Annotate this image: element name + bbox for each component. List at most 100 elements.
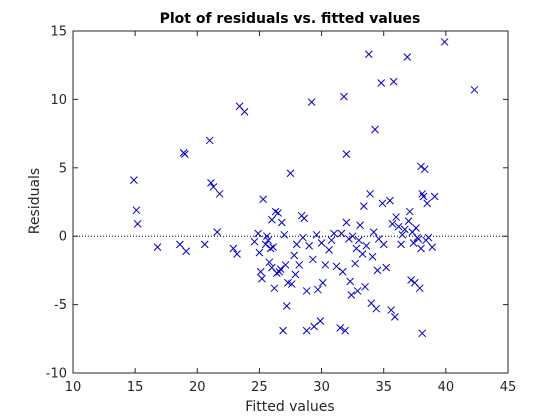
data-point bbox=[181, 150, 189, 158]
y-tick-label: 0 bbox=[59, 230, 67, 245]
data-point bbox=[340, 92, 348, 101]
data-point bbox=[407, 276, 415, 284]
data-point bbox=[419, 192, 428, 201]
data-point bbox=[372, 304, 381, 313]
data-point bbox=[321, 261, 330, 269]
data-point bbox=[277, 218, 286, 227]
data-point bbox=[279, 326, 287, 335]
data-point bbox=[405, 207, 414, 216]
data-point bbox=[209, 183, 218, 191]
data-point bbox=[258, 274, 266, 283]
data-point bbox=[423, 199, 432, 208]
data-point bbox=[361, 282, 369, 291]
x-tick-label: 40 bbox=[438, 380, 455, 395]
data-point bbox=[229, 244, 238, 253]
data-point bbox=[295, 261, 304, 269]
data-point bbox=[291, 270, 300, 279]
data-point bbox=[309, 255, 317, 264]
data-point bbox=[369, 228, 378, 236]
data-point bbox=[347, 291, 356, 299]
data-point bbox=[394, 222, 403, 231]
data-point bbox=[351, 259, 359, 268]
data-point bbox=[371, 125, 379, 134]
data-point bbox=[378, 199, 387, 208]
data-point bbox=[391, 313, 399, 321]
data-point bbox=[418, 329, 427, 338]
data-point bbox=[346, 277, 355, 286]
data-point bbox=[412, 224, 420, 232]
chart-title: Plot of residuals vs. fitted values bbox=[160, 11, 421, 27]
data-point bbox=[430, 192, 439, 201]
data-point bbox=[153, 243, 162, 251]
data-point bbox=[269, 243, 277, 251]
data-point bbox=[265, 258, 274, 267]
axes: 10 15 20 25 30 35 40 45 -10 -5 0 5 10 15 bbox=[46, 25, 517, 396]
y-axis-label: Residuals bbox=[27, 168, 43, 234]
data-point bbox=[327, 236, 336, 245]
data-point bbox=[302, 326, 311, 335]
data-point bbox=[353, 287, 362, 295]
data-point bbox=[368, 252, 377, 261]
y-tick-label: -5 bbox=[54, 298, 67, 313]
data-point bbox=[403, 53, 412, 61]
data-point bbox=[132, 206, 141, 215]
data-point bbox=[336, 324, 345, 332]
data-point bbox=[280, 230, 289, 239]
data-point bbox=[338, 267, 347, 276]
data-point bbox=[373, 266, 382, 275]
data-point bbox=[420, 165, 429, 174]
data-point bbox=[424, 233, 433, 242]
data-point bbox=[398, 230, 407, 239]
data-point bbox=[259, 195, 268, 204]
data-point bbox=[387, 306, 396, 314]
data-point bbox=[286, 169, 295, 178]
x-tick-label: 20 bbox=[189, 380, 206, 395]
data-point bbox=[377, 79, 386, 87]
data-point bbox=[356, 221, 364, 230]
data-point bbox=[282, 302, 291, 310]
data-point bbox=[182, 247, 190, 256]
data-point bbox=[417, 244, 425, 253]
data-point bbox=[359, 202, 368, 210]
x-axis-label: Fitted values bbox=[245, 399, 334, 415]
data-point bbox=[414, 235, 423, 243]
data-point bbox=[276, 265, 285, 273]
data-point bbox=[330, 229, 338, 238]
data-point bbox=[358, 250, 367, 258]
data-point bbox=[440, 38, 449, 46]
data-point bbox=[275, 267, 284, 276]
data-point bbox=[290, 251, 299, 260]
data-point bbox=[271, 207, 280, 216]
data-point bbox=[397, 240, 405, 249]
data-point bbox=[312, 230, 321, 239]
data-point bbox=[305, 241, 313, 250]
data-point bbox=[337, 229, 346, 238]
data-point bbox=[256, 267, 265, 276]
data-point bbox=[389, 77, 398, 86]
data-point bbox=[207, 178, 215, 187]
data-point bbox=[176, 240, 184, 249]
data-point bbox=[332, 262, 341, 271]
data-point bbox=[418, 189, 427, 198]
data-point bbox=[307, 98, 316, 106]
data-point bbox=[133, 220, 142, 228]
data-point bbox=[215, 189, 224, 198]
data-point bbox=[362, 241, 371, 250]
data-point bbox=[287, 280, 296, 288]
data-point bbox=[382, 263, 391, 272]
data-point bbox=[417, 162, 425, 171]
data-point bbox=[404, 217, 413, 226]
data-point bbox=[345, 235, 353, 243]
data-point bbox=[274, 209, 282, 217]
data-point bbox=[318, 278, 327, 287]
data-point bbox=[409, 239, 418, 247]
data-point bbox=[348, 232, 357, 241]
data-point bbox=[352, 244, 361, 253]
data-point bbox=[428, 243, 437, 251]
data-point bbox=[299, 233, 307, 242]
data-point bbox=[342, 218, 351, 227]
data-point bbox=[250, 237, 259, 246]
plot-area bbox=[73, 38, 508, 338]
data-point bbox=[300, 214, 309, 223]
data-point bbox=[325, 246, 333, 254]
